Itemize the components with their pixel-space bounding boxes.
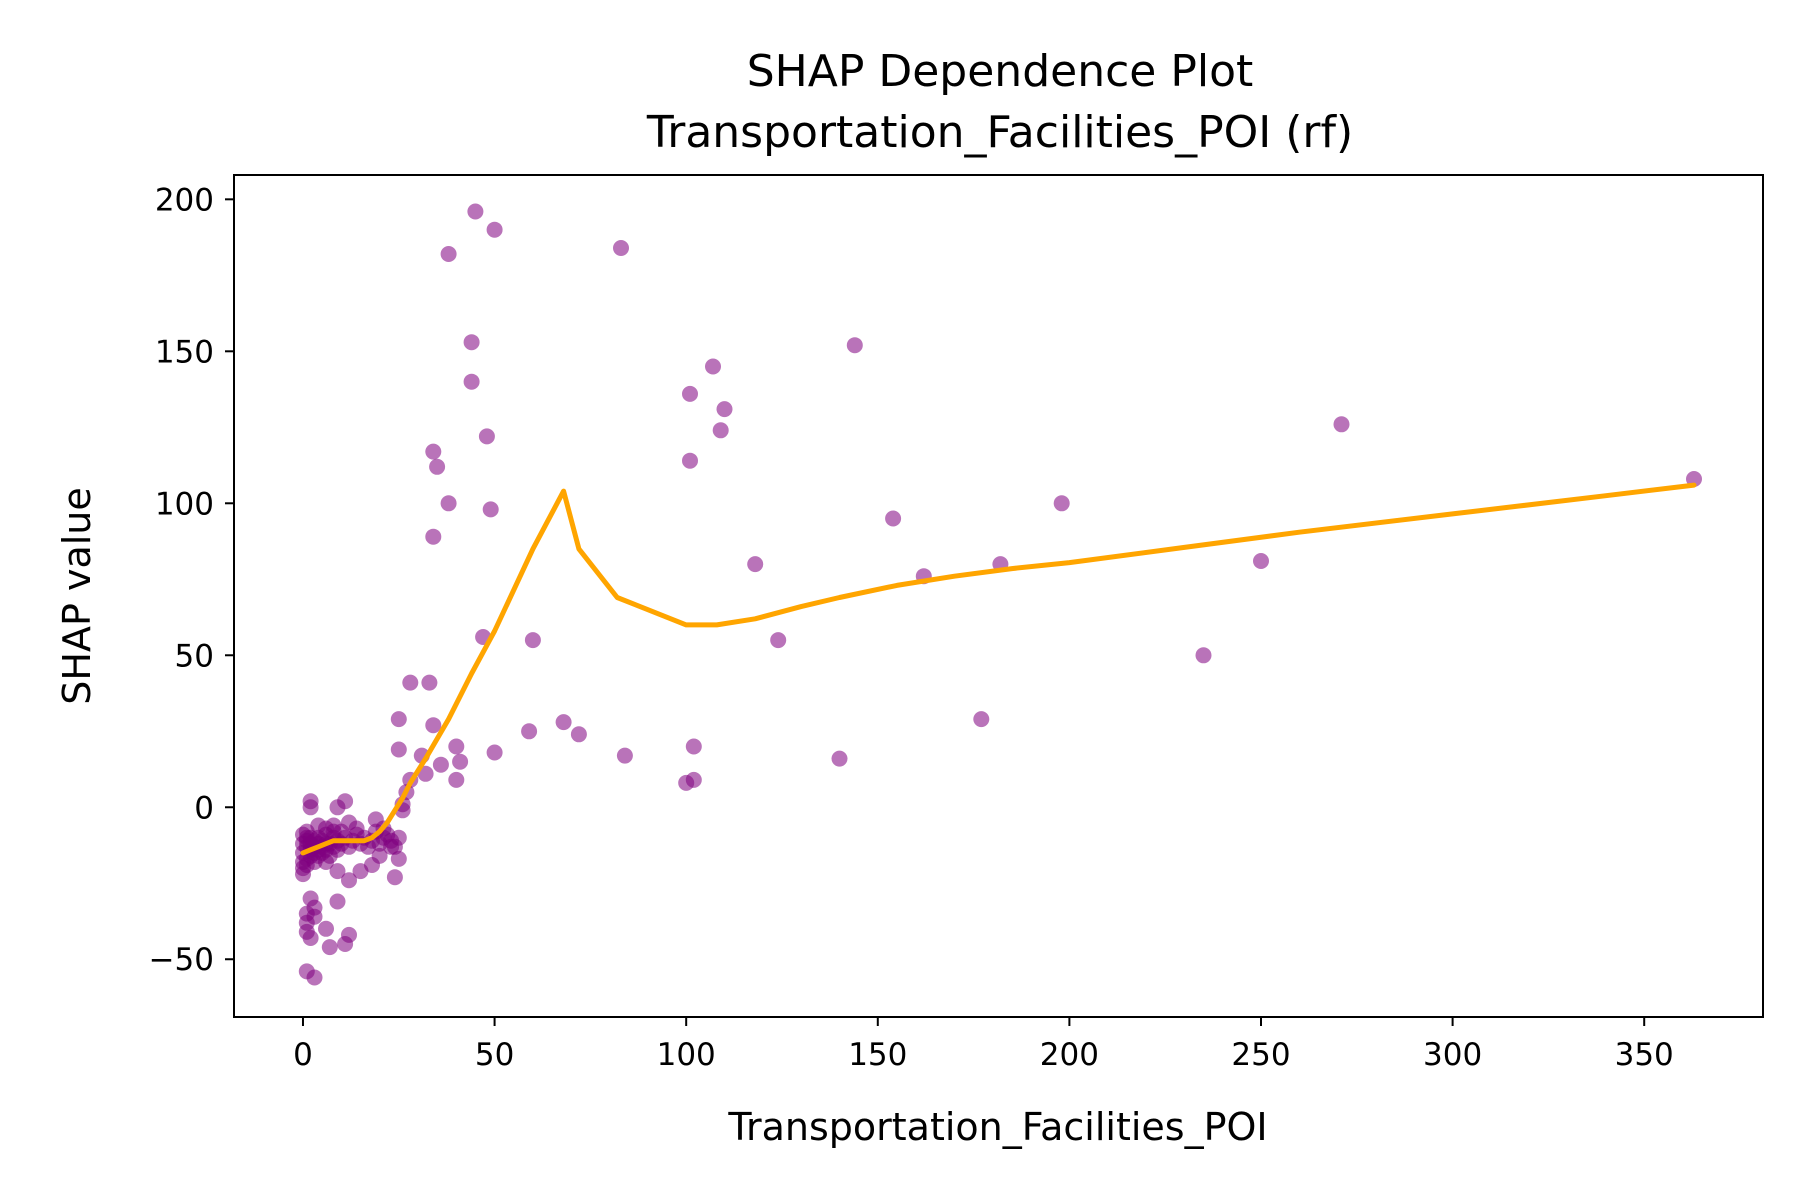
x-tick-label: 200 xyxy=(1040,1037,1099,1073)
scatter-point xyxy=(341,872,357,889)
x-axis-label: Transportation_Facilities_POI xyxy=(727,1105,1267,1149)
scatter-point xyxy=(478,428,495,445)
x-tick-label: 0 xyxy=(293,1037,313,1073)
scatter-point xyxy=(402,674,419,691)
scatter-point xyxy=(682,452,698,469)
scatter-point xyxy=(570,726,587,743)
x-tick-label: 350 xyxy=(1615,1037,1674,1073)
scatter-point xyxy=(390,741,407,758)
y-tick-label: 100 xyxy=(155,486,214,522)
scatter-point xyxy=(318,920,334,937)
scatter-point xyxy=(685,771,702,788)
scatter-point xyxy=(482,501,499,518)
scatter-point xyxy=(386,869,403,886)
scatter-point xyxy=(432,756,449,773)
scatter-point xyxy=(448,738,465,755)
scatter-point xyxy=(613,240,629,256)
scatter-point xyxy=(318,854,334,870)
scatter-point xyxy=(712,422,729,439)
scatter-point xyxy=(463,373,480,390)
y-tick-label: 50 xyxy=(175,638,214,674)
scatter-point xyxy=(747,556,764,573)
scatter-point xyxy=(302,930,319,946)
scatter-point xyxy=(429,458,446,475)
scatter-point xyxy=(448,771,465,788)
scatter-point xyxy=(440,495,457,512)
scatter-point xyxy=(616,747,633,764)
scatter-point xyxy=(846,337,863,354)
scatter-point xyxy=(325,823,342,840)
scatter-point xyxy=(463,334,480,351)
scatter-point xyxy=(348,820,365,837)
trend-line xyxy=(300,482,1697,856)
plot-area xyxy=(295,203,1702,986)
x-tick-label: 300 xyxy=(1423,1037,1482,1073)
x-axis: 0 50 100 150 200 250 300 350 xyxy=(293,1017,1674,1073)
scatter-point xyxy=(302,799,319,816)
scatter-point xyxy=(306,969,323,986)
scatter-point xyxy=(555,714,572,731)
chart-title: SHAP Dependence Plot xyxy=(747,46,1254,97)
y-tick-label: −50 xyxy=(149,942,214,978)
scatter-point xyxy=(1195,647,1212,664)
scatter-point xyxy=(1253,553,1269,569)
scatter-point xyxy=(337,793,354,810)
scatter-point xyxy=(421,674,438,691)
y-axis-label: SHAP value xyxy=(55,487,99,704)
x-tick-label: 50 xyxy=(475,1037,514,1073)
scatter-point xyxy=(329,893,346,910)
scatter-point xyxy=(321,939,338,956)
scatter-point xyxy=(467,203,484,220)
chart-subtitle: Transportation_Facilities_POI (rf) xyxy=(646,107,1353,158)
scatter-point xyxy=(1333,416,1350,433)
scatter-point xyxy=(521,723,538,740)
y-tick-label: 0 xyxy=(194,790,214,826)
scatter-point xyxy=(705,358,721,375)
scatter-point xyxy=(440,246,457,262)
scatter-point xyxy=(1686,471,1702,487)
scatter-point xyxy=(885,510,902,527)
scatter-point xyxy=(425,717,442,734)
scatter-point xyxy=(770,632,787,649)
scatter-point xyxy=(682,385,698,402)
y-tick-label: 150 xyxy=(155,334,214,370)
plot-frame xyxy=(233,174,1764,1018)
scatter-point xyxy=(831,750,848,767)
x-tick-label: 150 xyxy=(848,1037,907,1073)
scatter-point xyxy=(524,632,541,649)
scatter-point xyxy=(371,847,388,864)
scatter-point xyxy=(452,753,469,770)
x-tick-label: 250 xyxy=(1231,1037,1290,1073)
scatter-point xyxy=(973,711,990,728)
scatter-point xyxy=(329,863,346,880)
y-tick-label: 200 xyxy=(155,182,214,218)
scatter-point xyxy=(486,744,503,761)
scatter-point xyxy=(306,908,323,925)
scatter-point xyxy=(390,711,407,728)
scatter-point xyxy=(341,926,357,943)
y-axis: −50 0 50 100 150 200 xyxy=(149,182,234,978)
scatter-point xyxy=(425,528,442,545)
scatter-point xyxy=(383,838,400,855)
x-tick-label: 100 xyxy=(657,1037,716,1073)
scatter-point xyxy=(716,401,733,418)
scatter-point xyxy=(685,738,702,755)
scatter-point xyxy=(486,221,503,238)
scatter-point xyxy=(425,443,442,460)
scatter-point xyxy=(417,765,434,782)
scatter-point xyxy=(390,850,407,867)
scatter-point xyxy=(1053,495,1070,512)
